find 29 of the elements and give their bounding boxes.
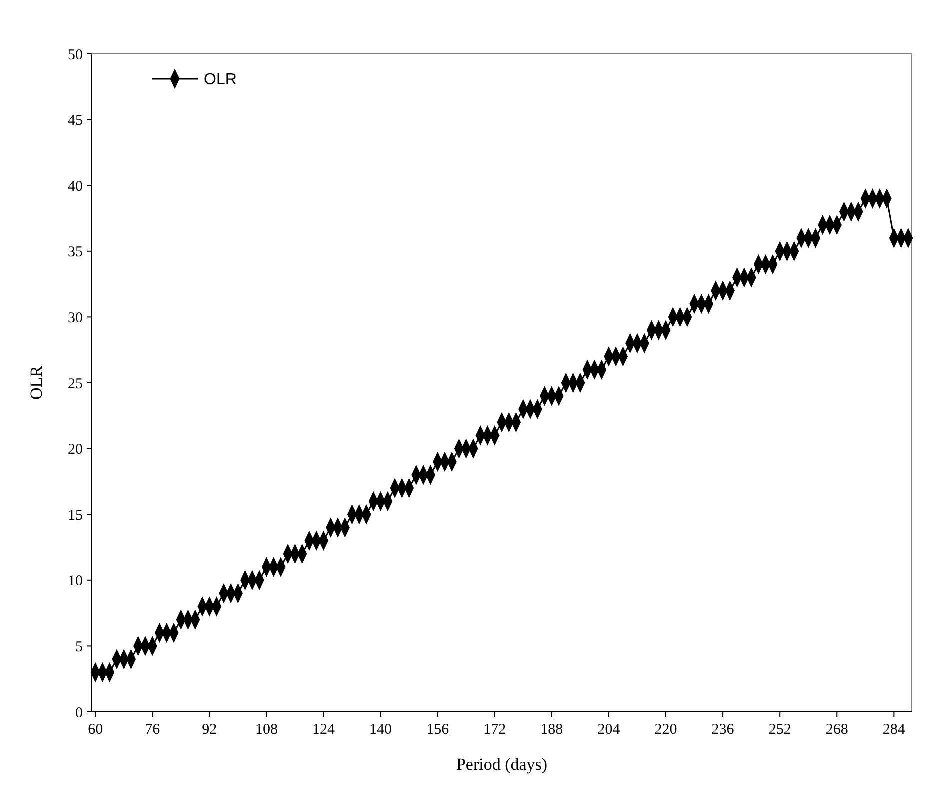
x-tick-label: 156	[426, 722, 450, 738]
y-tick-label: 45	[68, 113, 83, 130]
x-tick-label: 188	[540, 722, 564, 738]
x-tick-label: 108	[255, 722, 278, 738]
y-tick-label: 30	[68, 310, 83, 326]
x-tick-label: 60	[88, 722, 104, 738]
y-tick-label: 0	[76, 705, 83, 722]
y-tick-label: 35	[68, 244, 83, 261]
x-tick-label: 268	[826, 722, 848, 738]
x-tick-label: 92	[202, 722, 218, 738]
y-axis-title: OLR	[27, 365, 46, 400]
x-tick-label: 172	[484, 722, 506, 738]
x-tick-label: 236	[712, 722, 735, 738]
x-tick-label: 204	[598, 722, 621, 738]
x-axis-title: Period (days)	[456, 755, 548, 774]
x-tick-label: 76	[145, 722, 161, 738]
y-tick-label: 50	[68, 47, 83, 64]
legend-label: OLR	[204, 72, 237, 89]
y-tick-label: 25	[68, 376, 83, 392]
x-tick-label: 252	[768, 722, 792, 738]
x-tick-label: 284	[882, 722, 906, 738]
y-tick-label: 15	[68, 508, 83, 524]
y-tick-label: 40	[68, 178, 83, 195]
x-tick-label: 220	[654, 722, 678, 738]
y-tick-label: 5	[76, 639, 83, 656]
x-tick-label: 124	[312, 722, 336, 738]
y-tick-label: 10	[68, 574, 83, 590]
y-tick-label: 20	[68, 442, 83, 458]
x-tick-label: 140	[370, 722, 392, 738]
